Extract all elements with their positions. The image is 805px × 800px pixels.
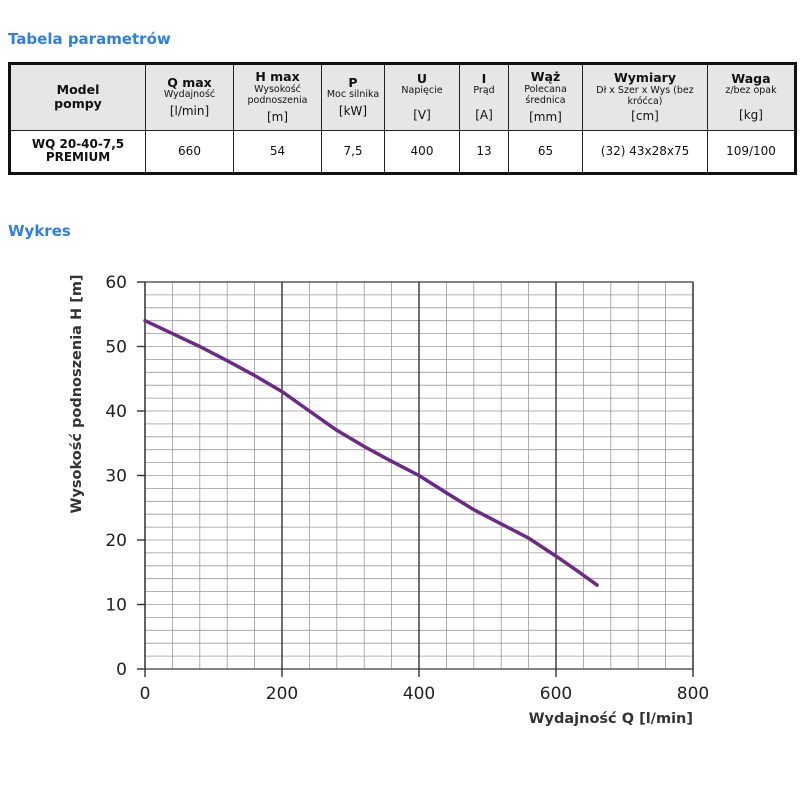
- header-hmax-main: H max: [255, 69, 300, 85]
- y-tick-label: 0: [116, 660, 127, 680]
- header-hmax-sub: Wysokość podnoszenia: [247, 83, 308, 106]
- header-voltage-sub: Napięcie: [401, 85, 443, 97]
- header-current-unit: [A]: [475, 108, 493, 123]
- table-header-row: Model pompy Q max Wydajność [l/min] H ma…: [9, 63, 796, 131]
- x-axis-label: Wydajność Q [l/min]: [529, 711, 693, 727]
- x-tick-label: 800: [677, 684, 709, 704]
- header-dimensions: Wymiary Dł x Szer x Wys (bez króćca) [cm…: [582, 63, 708, 131]
- header-weight-main: Waga: [731, 70, 771, 86]
- y-tick-label: 50: [105, 338, 127, 358]
- header-hmax: H max Wysokość podnoszenia [m]: [233, 63, 322, 131]
- header-dimensions-sub: Dł x Szer x Wys (bez króćca): [596, 84, 694, 107]
- axes: [137, 281, 694, 677]
- cell-qmax: 660: [145, 129, 234, 175]
- cell-hmax: 54: [233, 129, 322, 175]
- header-model: Model pompy: [9, 63, 146, 131]
- x-tick-label: 0: [140, 684, 151, 704]
- header-weight-unit: [kg]: [739, 108, 763, 123]
- series-layer: [143, 318, 599, 587]
- table-section-title: Tabela parametrów: [8, 30, 171, 48]
- header-power-sub: Moc silnika: [326, 89, 380, 101]
- header-current-sub: Prąd: [473, 85, 495, 97]
- x-tick-label: 200: [266, 684, 298, 704]
- header-power: P Moc silnika [kW]: [321, 63, 385, 131]
- cell-voltage: 400: [384, 129, 460, 175]
- chart-section-title: Wykres: [8, 222, 71, 240]
- y-tick-label: 20: [105, 531, 127, 551]
- header-weight: Waga z/bez opak [kg]: [707, 63, 796, 131]
- cell-current: 13: [459, 129, 509, 175]
- header-hose-sub: Polecana średnica: [524, 83, 567, 106]
- cell-model: WQ 20-40-7,5 PREMIUM: [9, 129, 146, 175]
- x-tick-label: 400: [403, 684, 435, 704]
- cell-power: 7,5: [321, 129, 385, 175]
- header-qmax-main: Q max: [167, 74, 212, 90]
- cell-hose: 65: [508, 129, 583, 175]
- header-qmax: Q max Wydajność [l/min]: [145, 63, 234, 131]
- header-voltage: U Napięcie [V]: [384, 63, 460, 131]
- header-model-label: Model pompy: [54, 82, 102, 112]
- parameters-table: Model pompy Q max Wydajność [l/min] H ma…: [8, 62, 797, 175]
- x-tick-label: 600: [540, 684, 572, 704]
- header-voltage-main: U: [416, 70, 428, 86]
- header-dimensions-unit: [cm]: [631, 108, 659, 123]
- y-tick-label: 30: [105, 467, 127, 487]
- header-voltage-unit: [V]: [413, 108, 431, 123]
- header-power-main: P: [348, 74, 358, 90]
- header-qmax-sub: Wydajność: [163, 89, 216, 101]
- header-dimensions-main: Wymiary: [614, 70, 676, 86]
- header-hose: Wąż Polecana średnica [mm]: [508, 63, 583, 131]
- y-tick-label: 40: [105, 402, 127, 422]
- header-weight-sub: z/bez opak: [725, 85, 777, 97]
- cell-dimensions: (32) 43x28x75: [582, 129, 708, 175]
- cell-weight: 109/100: [707, 129, 796, 175]
- header-power-unit: [kW]: [338, 104, 368, 119]
- y-tick-label: 60: [105, 273, 127, 293]
- y-axis-label: Wysokość podnoszenia H [m]: [69, 274, 85, 513]
- y-tick-label: 10: [105, 596, 127, 616]
- header-current: I Prąd [A]: [459, 63, 509, 131]
- header-qmax-unit: [l/min]: [169, 104, 210, 119]
- header-hmax-unit: [m]: [266, 109, 289, 124]
- series-line: [143, 318, 599, 587]
- table-row: WQ 20-40-7,5 PREMIUM 660 54 7,5 400 13 6…: [9, 129, 796, 175]
- chart-container: 0 10 20 30 40 50 60 0 200 400 600 800 Wysokość podn…: [0, 248, 805, 748]
- header-current-main: I: [481, 70, 487, 86]
- header-hose-main: Wąż: [530, 69, 561, 85]
- header-hose-unit: [mm]: [529, 109, 562, 124]
